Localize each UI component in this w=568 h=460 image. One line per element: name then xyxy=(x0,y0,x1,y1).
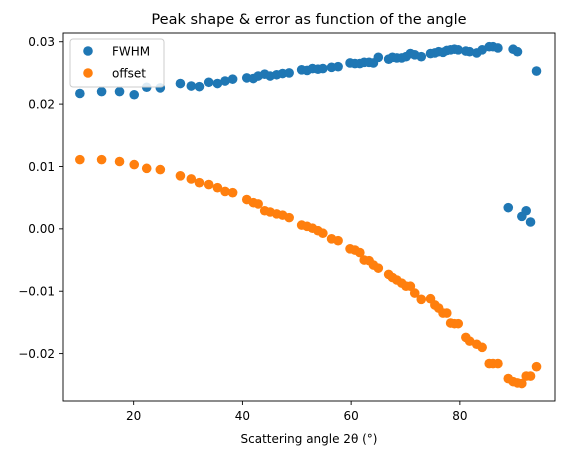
offset-point xyxy=(416,294,427,305)
fwhm-point xyxy=(503,202,514,213)
fwhm-point xyxy=(203,77,214,88)
fwhm-point xyxy=(284,68,294,78)
y-tick-label: −0.01 xyxy=(18,285,55,299)
offset-point xyxy=(405,281,416,292)
offset-point xyxy=(129,159,140,170)
offset-point xyxy=(531,361,542,372)
series-fwhm xyxy=(75,41,542,227)
offset-point xyxy=(96,154,107,165)
legend-box xyxy=(69,38,165,88)
fwhm-point xyxy=(227,74,238,84)
fwhm-point xyxy=(114,86,125,97)
offset-point xyxy=(373,263,384,273)
y-tick-label: 0.01 xyxy=(28,160,55,174)
offset-point xyxy=(253,199,263,209)
offset-point xyxy=(186,174,197,184)
axes-frame xyxy=(62,32,556,402)
fwhm-point xyxy=(521,205,531,216)
offset-point xyxy=(318,228,328,239)
offset-point xyxy=(114,156,125,167)
offset-point xyxy=(212,182,223,193)
y-tick-label: 0.02 xyxy=(28,97,55,111)
x-tick-label: 60 xyxy=(343,409,358,423)
fwhm-point xyxy=(531,66,542,76)
offset-point xyxy=(477,342,487,353)
fwhm-point xyxy=(373,52,384,63)
fwhm-point xyxy=(525,217,536,227)
fwhm-point xyxy=(96,86,107,97)
offset-point xyxy=(355,247,365,258)
offset-point xyxy=(525,371,536,381)
series-offset xyxy=(75,154,542,389)
offset-point xyxy=(155,164,166,175)
x-tick-label: 20 xyxy=(126,409,141,423)
offset-point xyxy=(141,163,152,174)
offset-point xyxy=(453,318,464,329)
fwhm-point xyxy=(75,88,85,99)
fwhm-point xyxy=(129,89,140,100)
y-tick-label: 0.03 xyxy=(28,35,55,49)
fwhm-point xyxy=(333,61,343,72)
fwhm-point xyxy=(212,78,223,89)
plot-area: 20 40 60 80 −0.02 −0.01 0.00 0.01 0.02 0.03 xyxy=(18,32,556,423)
offset-point xyxy=(203,179,214,190)
fwhm-point xyxy=(493,43,503,53)
fwhm-point xyxy=(318,63,328,74)
offset-point xyxy=(220,186,230,197)
offset-point xyxy=(284,212,294,223)
offset-point xyxy=(333,235,343,246)
fwhm-point xyxy=(175,78,186,89)
fwhm-point xyxy=(512,46,523,57)
fwhm-point xyxy=(453,45,464,55)
legend-marker-fwhm xyxy=(83,46,93,56)
offset-point xyxy=(517,378,527,389)
legend-label-fwhm: FWHM xyxy=(112,44,150,58)
offset-point xyxy=(194,177,205,188)
x-tick-label: 80 xyxy=(452,409,467,423)
y-tick-label: −0.02 xyxy=(18,347,55,361)
offset-point xyxy=(175,171,186,181)
y-tick-label: 0.00 xyxy=(28,222,55,236)
x-tick-label: 40 xyxy=(235,409,250,423)
legend-marker-offset xyxy=(83,68,93,78)
fwhm-point xyxy=(194,81,205,92)
offset-point xyxy=(227,187,238,198)
offset-point xyxy=(409,288,420,298)
fwhm-point xyxy=(220,76,230,86)
offset-point xyxy=(75,154,85,165)
legend-label-offset: offset xyxy=(112,66,146,80)
legend: FWHM offset xyxy=(69,38,165,88)
offset-point xyxy=(442,308,452,318)
x-axis-title: Scattering angle 2θ (°) xyxy=(241,432,378,446)
offset-point xyxy=(493,358,503,369)
fwhm-point xyxy=(416,51,427,62)
fwhm-point xyxy=(186,81,197,91)
chart-title: Peak shape & error as function of the an… xyxy=(151,12,466,28)
